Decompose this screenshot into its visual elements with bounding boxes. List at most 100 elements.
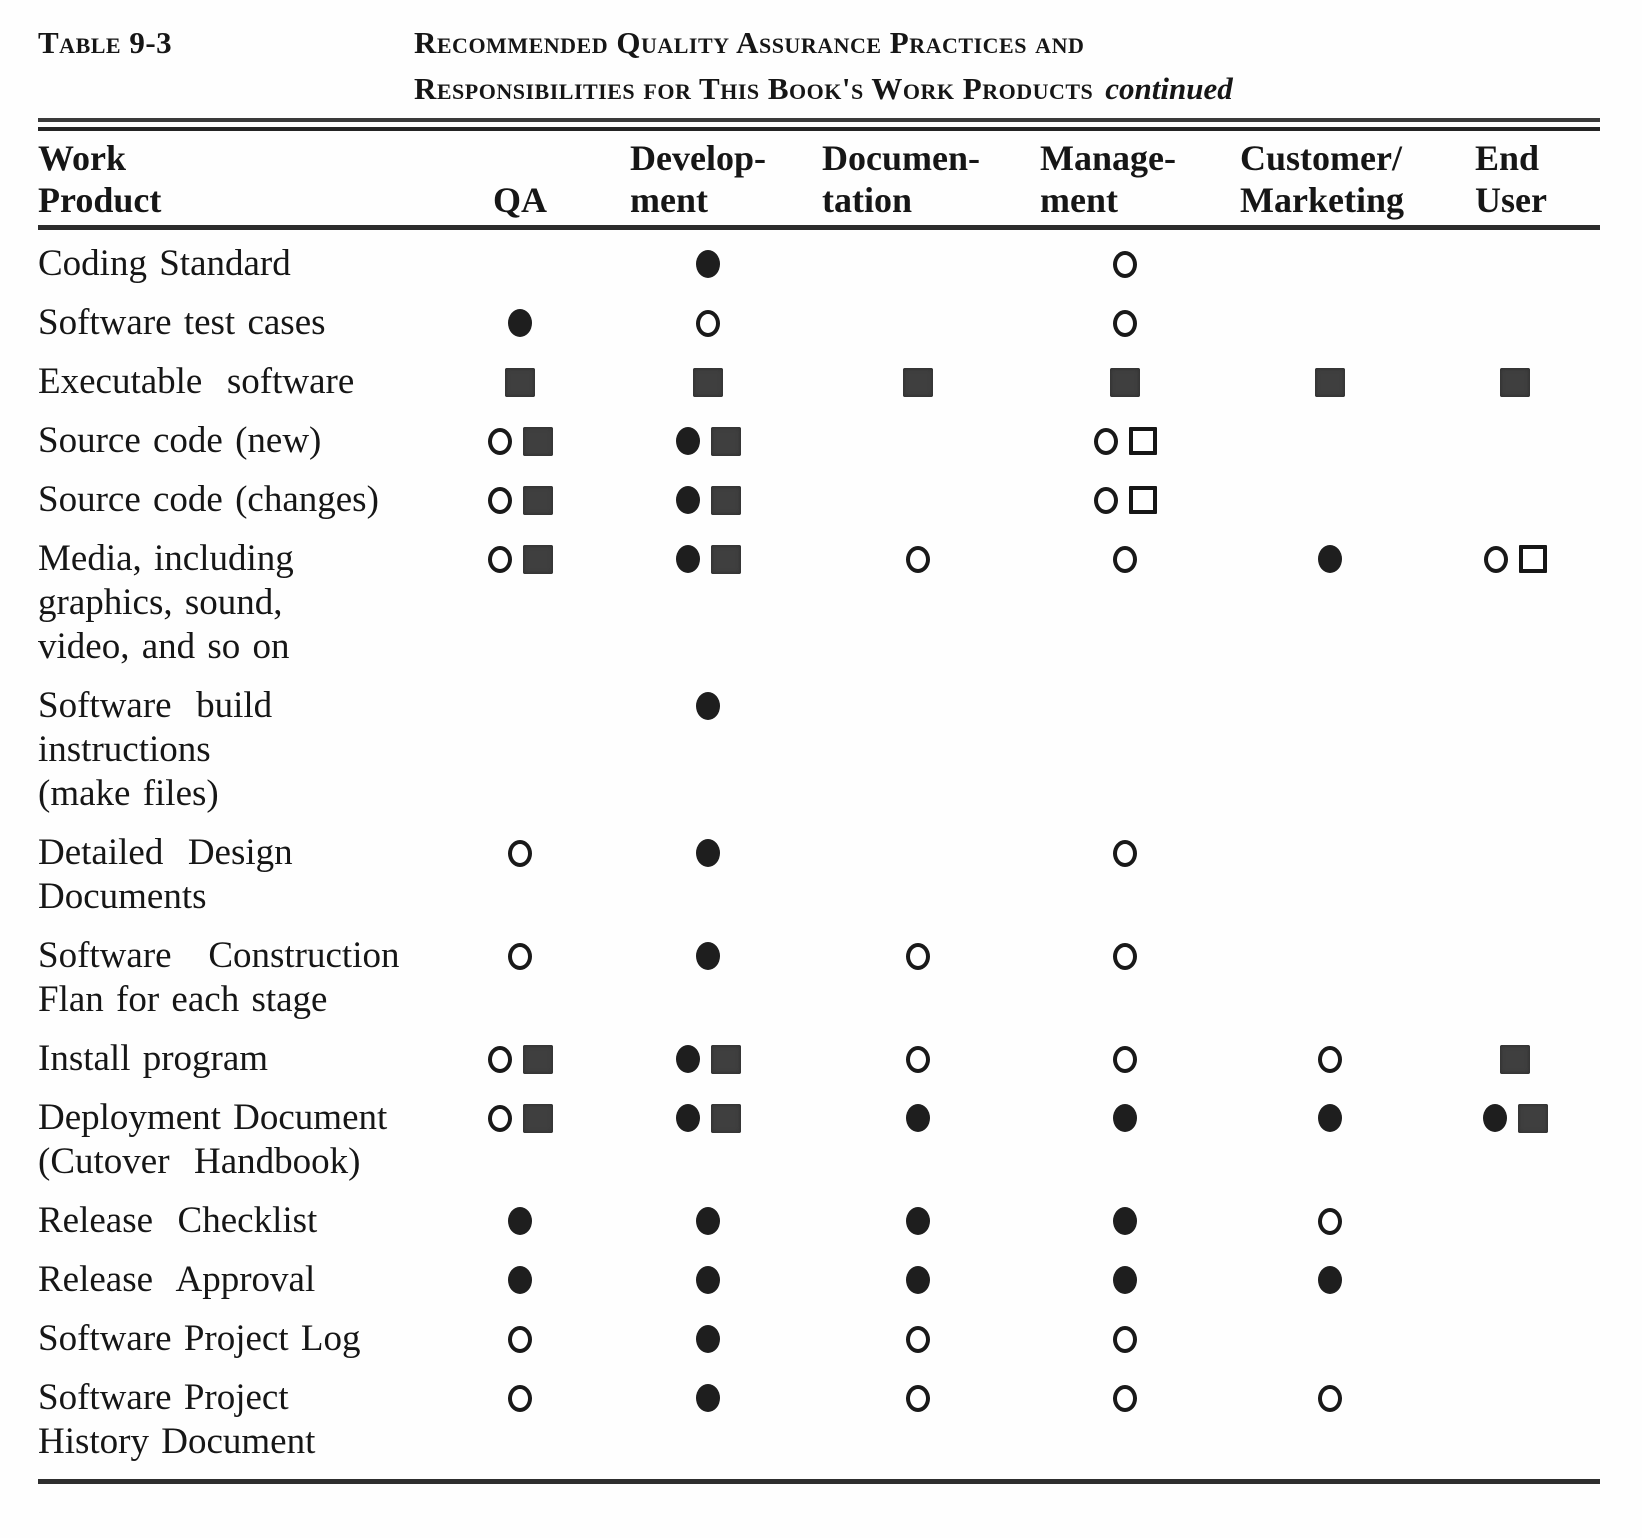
filled-square-symbol [522, 485, 553, 515]
cell-development [600, 242, 816, 286]
open-circle-symbol [1093, 486, 1118, 514]
cell-customer-marketing [1230, 1258, 1430, 1302]
cell-end-user [1430, 934, 1600, 978]
cell-development [600, 1199, 816, 1243]
cell-customer-marketing [1230, 1096, 1430, 1140]
open-circle-symbol [508, 839, 532, 867]
filled-circle-symbol [675, 545, 700, 573]
cell-development [600, 934, 816, 978]
table-row: Source code (new) [38, 419, 1600, 463]
label-line: instructions [38, 729, 211, 770]
cell-management [1020, 1096, 1230, 1140]
cell-qa [440, 478, 600, 522]
cell-qa [440, 1317, 600, 1361]
filled-circle-symbol [696, 942, 720, 970]
open-circle-symbol [1113, 1384, 1137, 1412]
filled-circle-symbol [696, 1325, 720, 1353]
column-header-work-product: Work Product [38, 137, 440, 221]
column-header-line: Customer/ [1240, 138, 1402, 178]
cell-customer-marketing [1230, 831, 1430, 875]
column-header-qa: QA [440, 137, 600, 221]
table-number-label: Table 9-3 [38, 25, 173, 60]
filled-square-symbol [710, 1044, 741, 1074]
open-circle-symbol [1093, 427, 1118, 455]
column-header-line: Product [38, 180, 162, 220]
open-circle-symbol [1113, 1045, 1137, 1073]
cell-development [600, 1376, 816, 1420]
cell-development [600, 1037, 816, 1081]
work-product-label: Source code (changes) [38, 478, 440, 522]
cell-end-user [1430, 478, 1600, 522]
work-product-label: Software test cases [38, 301, 440, 345]
cell-documentation [816, 301, 1020, 345]
table-title: Recommended Quality Assurance Practices … [414, 20, 1233, 112]
cell-customer-marketing [1230, 934, 1430, 978]
open-square-symbol [1128, 486, 1157, 514]
open-circle-symbol [906, 1384, 930, 1412]
open-circle-symbol [1318, 1384, 1342, 1412]
open-circle-symbol [1113, 1325, 1137, 1353]
filled-circle-symbol [1318, 1266, 1342, 1294]
cell-development [600, 537, 816, 581]
open-circle-symbol [906, 1045, 930, 1073]
table-body: Coding Standard Software test cases Exec… [38, 230, 1600, 1464]
work-product-label: Source code (new) [38, 419, 440, 463]
label-line: Release Approval [38, 1259, 316, 1300]
table-caption: Table 9-3 Recommended Quality Assurance … [38, 20, 1600, 112]
work-product-label: Software build instructions (make files) [38, 684, 440, 816]
table-row: Coding Standard [38, 242, 1600, 286]
work-product-label: Software Construction Flan for each stage [38, 934, 440, 1022]
column-header-line: tation [822, 180, 912, 220]
label-line: Detailed Design [38, 832, 293, 873]
filled-square-symbol [1517, 1103, 1548, 1133]
label-line: Software build [38, 685, 273, 726]
filled-circle-symbol [1318, 1104, 1342, 1132]
open-circle-symbol [1318, 1207, 1342, 1235]
cell-documentation [816, 831, 1020, 875]
label-line: Deployment Document [38, 1097, 388, 1138]
filled-square-symbol [1315, 367, 1345, 397]
cell-qa [440, 537, 600, 581]
open-circle-symbol [508, 1384, 532, 1412]
cell-end-user [1430, 301, 1600, 345]
cell-customer-marketing [1230, 1037, 1430, 1081]
table-title-line-2: Responsibilities for This Book's Work Pr… [414, 66, 1233, 112]
label-line: (make files) [38, 773, 219, 814]
filled-circle-symbol [508, 1207, 532, 1235]
cell-documentation [816, 1096, 1020, 1140]
cell-qa [440, 419, 600, 463]
cell-management [1020, 301, 1230, 345]
cell-documentation [816, 1317, 1020, 1361]
column-header-line: Work [38, 138, 127, 178]
cell-qa [440, 242, 600, 286]
open-circle-symbol [906, 545, 930, 573]
filled-square-symbol [710, 544, 741, 574]
open-circle-symbol [1483, 545, 1508, 573]
table-row: Software Project Log [38, 1317, 1600, 1361]
filled-circle-symbol [508, 309, 532, 337]
column-header-line: ment [630, 180, 708, 220]
cell-documentation [816, 478, 1020, 522]
column-header-line: QA [493, 180, 547, 220]
work-product-label: Software Project Log [38, 1317, 440, 1361]
cell-end-user [1430, 1317, 1600, 1361]
table-row: Executable software [38, 360, 1600, 404]
cell-development [600, 1096, 816, 1140]
filled-square-symbol [522, 544, 553, 574]
filled-circle-symbol [696, 839, 720, 867]
open-circle-symbol [487, 1104, 512, 1132]
filled-circle-symbol [696, 692, 720, 720]
cell-qa [440, 1096, 600, 1140]
open-circle-symbol [1113, 942, 1137, 970]
label-line: Software Project [38, 1377, 289, 1418]
cell-management [1020, 831, 1230, 875]
cell-management [1020, 684, 1230, 728]
cell-management [1020, 1376, 1230, 1420]
cell-management [1020, 242, 1230, 286]
open-circle-symbol [1113, 250, 1137, 278]
label-line: Source code (changes) [38, 479, 379, 520]
open-circle-symbol [906, 1325, 930, 1353]
cell-management [1020, 934, 1230, 978]
cell-management [1020, 478, 1230, 522]
